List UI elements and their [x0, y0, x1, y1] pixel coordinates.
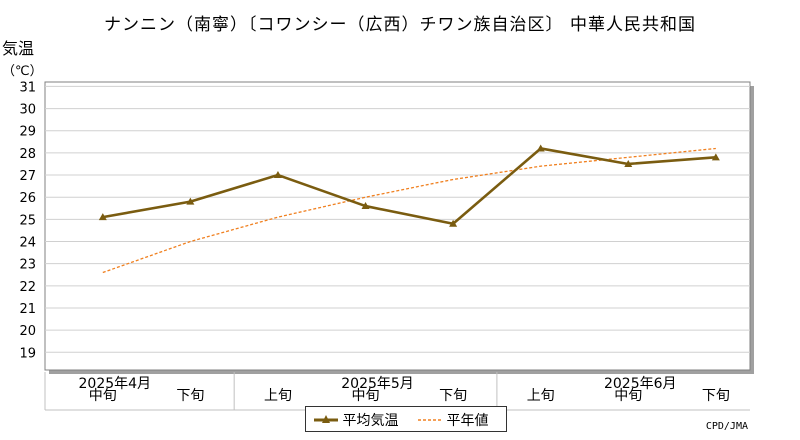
y-tick-label: 24 [19, 236, 36, 251]
x-month-label: 2025年4月 [79, 376, 152, 392]
plot-area [44, 81, 751, 371]
y-tick-label: 27 [19, 169, 36, 184]
x-tick-label: 下旬 [176, 388, 204, 404]
legend-normal-label: 平年値 [446, 413, 489, 429]
x-tick-label: 中旬 [89, 388, 117, 404]
y-tick-label: 26 [19, 191, 36, 206]
x-tick-label: 中旬 [352, 388, 380, 404]
series-mean-point [186, 197, 195, 205]
series-mean-point [711, 153, 720, 161]
y-tick-label: 20 [19, 324, 36, 339]
y-axis-unit: （℃） [2, 64, 43, 79]
y-tick-label: 28 [19, 147, 36, 162]
series-mean-point [624, 159, 633, 167]
y-tick-label: 23 [19, 258, 36, 273]
y-tick-label: 21 [19, 302, 36, 317]
y-tick-label: 25 [19, 213, 36, 228]
x-tick-label: 下旬 [439, 388, 467, 404]
y-tick-label: 22 [19, 280, 36, 295]
series-mean-point [361, 202, 370, 210]
legend-item-mean: 平均気温 [314, 410, 398, 430]
x-tick-label: 上旬 [527, 388, 555, 404]
x-month-label: 2025年5月 [341, 376, 414, 392]
y-tick-label: 19 [19, 346, 36, 361]
x-month-label: 2025年6月 [604, 376, 677, 392]
series-mean-line [102, 147, 716, 226]
x-tick-label: 下旬 [702, 388, 730, 404]
series-mean-point [536, 144, 545, 152]
chart-title: ナンニン（南寧）〔コワンシー（広西）チワン族自治区〕 中華人民共和国 [104, 15, 696, 35]
y-tick-label: 30 [19, 103, 36, 118]
credit-text: CPD/JMA [705, 421, 748, 432]
y-tick-label: 29 [19, 125, 36, 140]
legend-mean-label: 平均気温 [342, 413, 399, 429]
legend-item-normal: 平年値 [418, 410, 488, 430]
legend-mean-marker-icon [314, 415, 338, 423]
y-axis-label: 気温 [2, 39, 35, 58]
legend-normal-line-icon [418, 419, 442, 421]
y-tick-label: 31 [19, 80, 36, 95]
x-tick-label: 上旬 [264, 388, 292, 404]
x-tick-label: 中旬 [614, 388, 642, 404]
series-mean-point [449, 219, 458, 227]
legend: 平均気温 平年値 [305, 406, 507, 432]
series-mean-point [273, 171, 282, 179]
series-mean-point [98, 213, 107, 221]
